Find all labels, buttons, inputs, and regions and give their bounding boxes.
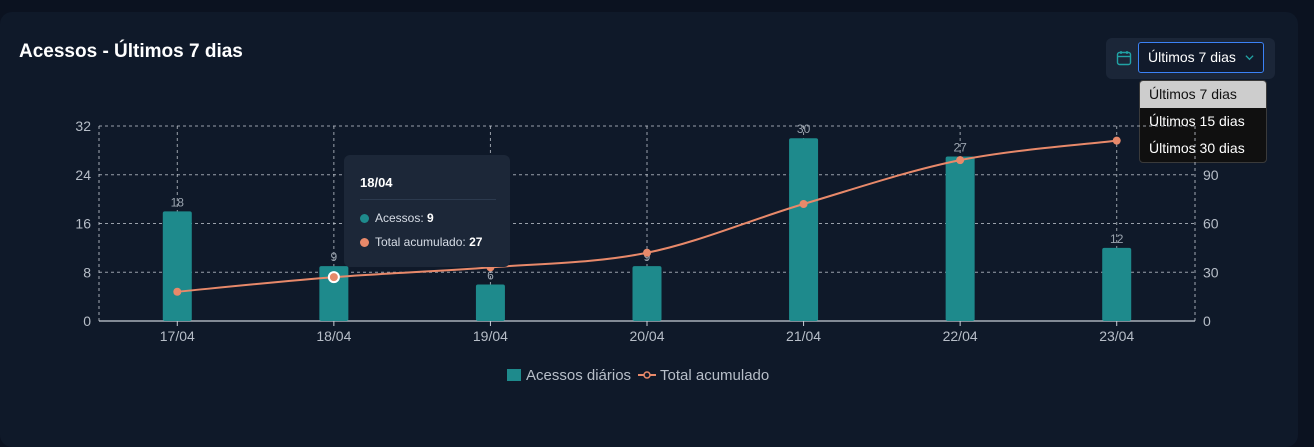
- period-select[interactable]: Últimos 7 dias: [1138, 42, 1264, 73]
- legend-swatch-point: [643, 371, 651, 379]
- bar-value-label: 30: [797, 122, 811, 136]
- line-point: [1112, 136, 1121, 145]
- tooltip-divider: [360, 199, 496, 200]
- x-tick-label: 23/04: [1099, 328, 1134, 344]
- line-point: [327, 271, 340, 284]
- period-option-30[interactable]: Últimos 30 dias: [1149, 140, 1245, 156]
- bar-value-label: 9: [644, 250, 651, 264]
- y-left-tick-label: 32: [75, 118, 91, 134]
- tooltip-acessos-value: 9: [427, 211, 434, 225]
- chart-tooltip: 18/04 Acessos: 9 Total acumulado: 27: [344, 155, 510, 267]
- bar-value-label: 27: [953, 140, 967, 154]
- y-right-tick-label: 0: [1203, 313, 1211, 329]
- x-tick-label: 19/04: [473, 328, 508, 344]
- y-left-tick-label: 0: [83, 313, 91, 329]
- bar-value-label: 18: [171, 195, 185, 209]
- bar-value-label: 6: [487, 268, 494, 282]
- x-tick-label: 22/04: [943, 328, 978, 344]
- calendar-icon: [1116, 51, 1132, 66]
- period-option-7[interactable]: Últimos 7 dias: [1140, 81, 1266, 108]
- y-left-tick-label: 16: [75, 216, 91, 232]
- line-point: [799, 200, 808, 208]
- y-right-tick-label: 30: [1203, 264, 1219, 280]
- tooltip-date: 18/04: [360, 175, 393, 190]
- y-right-tick-label: 60: [1203, 216, 1219, 232]
- tooltip-dot-total: [360, 238, 369, 247]
- y-right-tick-label: 90: [1203, 167, 1219, 183]
- y-left-tick-label: 24: [75, 167, 91, 183]
- bar: [789, 138, 819, 321]
- period-option-15[interactable]: Últimos 15 dias: [1149, 113, 1245, 129]
- legend-label-bar: Acessos diários: [526, 367, 631, 384]
- chevron-down-icon: [1245, 55, 1254, 61]
- line-point: [173, 287, 182, 296]
- bar-value-label: 12: [1110, 232, 1124, 246]
- x-tick-label: 21/04: [786, 328, 821, 344]
- x-tick-label: 18/04: [316, 328, 351, 344]
- bar: [162, 211, 192, 321]
- bar: [1102, 247, 1132, 321]
- tooltip-dot-acessos: [360, 214, 369, 223]
- bar: [475, 284, 505, 321]
- chart-title: Acessos - Últimos 7 dias: [19, 41, 243, 62]
- legend-swatch-bar: [507, 369, 521, 381]
- y-left-tick-label: 8: [83, 264, 91, 280]
- period-select-value: Últimos 7 dias: [1148, 49, 1236, 65]
- line-point: [643, 248, 651, 257]
- x-tick-label: 17/04: [160, 328, 195, 344]
- period-filter: Últimos 7 dias: [1106, 38, 1275, 79]
- line-point: [956, 156, 965, 165]
- x-tick-label: 20/04: [629, 328, 664, 344]
- tooltip-total-label: Total acumulado:: [375, 235, 466, 249]
- tooltip-row-total: Total acumulado: 27: [360, 235, 482, 249]
- bar: [632, 266, 662, 321]
- bar: [945, 156, 975, 321]
- legend-label-line: Total acumulado: [660, 367, 769, 384]
- tooltip-row-acessos: Acessos: 9: [360, 211, 434, 225]
- tooltip-acessos-label: Acessos:: [375, 211, 424, 225]
- period-options: Últimos 7 dias Últimos 15 dias Últimos 3…: [1139, 80, 1267, 163]
- bar: [319, 266, 349, 321]
- tooltip-total-value: 27: [469, 235, 483, 249]
- bar-value-label: 9: [331, 250, 338, 264]
